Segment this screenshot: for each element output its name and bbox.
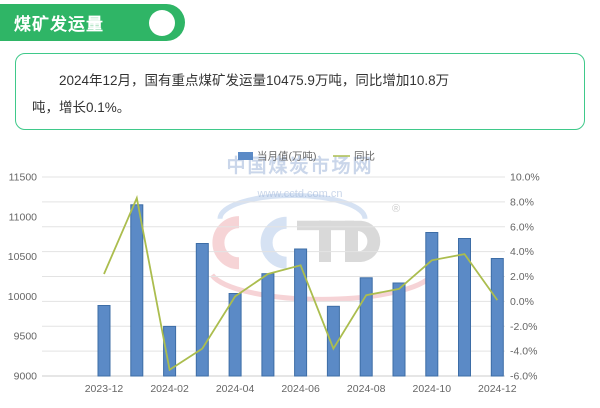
svg-text:11000: 11000 [9, 211, 38, 223]
svg-text:2023-12: 2023-12 [85, 383, 124, 395]
svg-text:4.0%: 4.0% [510, 246, 534, 258]
svg-text:www.cctd.com.cn: www.cctd.com.cn [257, 188, 343, 200]
svg-text:当月值(万吨): 当月值(万吨) [257, 150, 317, 163]
svg-text:2024-04: 2024-04 [216, 383, 255, 395]
svg-text:2.0%: 2.0% [510, 271, 534, 283]
svg-text:-6.0%: -6.0% [510, 371, 537, 383]
svg-text:同比: 同比 [354, 150, 375, 163]
svg-text:2024-06: 2024-06 [281, 383, 320, 395]
svg-text:10000: 10000 [8, 291, 37, 303]
svg-text:2024-08: 2024-08 [347, 383, 386, 395]
svg-text:2024-10: 2024-10 [413, 383, 452, 395]
svg-text:8.0%: 8.0% [510, 196, 534, 208]
svg-text:2024-12: 2024-12 [478, 383, 517, 395]
svg-text:0.0%: 0.0% [510, 296, 534, 308]
svg-text:10.0%: 10.0% [510, 172, 540, 184]
svg-text:9000: 9000 [14, 371, 38, 383]
svg-text:-2.0%: -2.0% [510, 321, 537, 333]
svg-text:11500: 11500 [9, 172, 38, 184]
svg-text:2024-02: 2024-02 [150, 383, 189, 395]
svg-text:10500: 10500 [8, 251, 37, 263]
svg-text:6.0%: 6.0% [510, 221, 534, 233]
svg-text:-4.0%: -4.0% [510, 346, 537, 358]
svg-text:9500: 9500 [14, 331, 38, 343]
svg-text:®: ® [392, 203, 400, 215]
